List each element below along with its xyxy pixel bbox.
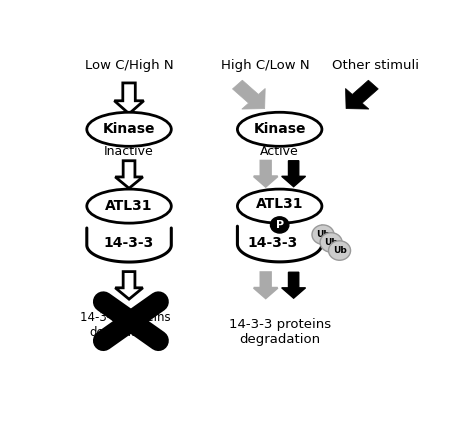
Text: 14-3-3: 14-3-3 <box>104 236 154 250</box>
Ellipse shape <box>87 112 171 147</box>
Polygon shape <box>115 161 143 188</box>
Ellipse shape <box>237 112 322 147</box>
Polygon shape <box>254 161 278 187</box>
Circle shape <box>328 241 351 260</box>
Polygon shape <box>232 80 265 109</box>
Polygon shape <box>282 161 306 187</box>
Circle shape <box>312 225 334 244</box>
Text: Inactive: Inactive <box>104 145 154 158</box>
Polygon shape <box>115 272 143 299</box>
Polygon shape <box>114 83 144 114</box>
Text: P: P <box>275 220 284 230</box>
Text: 14-3-3 proteins
degradation: 14-3-3 proteins degradation <box>228 318 331 346</box>
Text: Ub: Ub <box>333 246 346 255</box>
Text: Ub: Ub <box>316 230 330 239</box>
Polygon shape <box>282 272 306 298</box>
Polygon shape <box>254 272 278 298</box>
Circle shape <box>320 233 342 252</box>
Text: Other stimuli: Other stimuli <box>332 59 419 72</box>
Ellipse shape <box>87 189 171 223</box>
Text: Low C/High N: Low C/High N <box>85 59 173 72</box>
Text: 14-3-3: 14-3-3 <box>248 236 298 250</box>
Text: 14-3-3 proteins
degradation: 14-3-3 proteins degradation <box>80 312 171 339</box>
Text: Kinase: Kinase <box>103 122 155 136</box>
Text: ATL31: ATL31 <box>256 197 303 211</box>
Text: Active: Active <box>260 145 299 158</box>
Text: High C/Low N: High C/Low N <box>221 59 309 72</box>
Ellipse shape <box>237 189 322 223</box>
Circle shape <box>271 217 289 233</box>
Polygon shape <box>346 80 378 109</box>
Text: Ub: Ub <box>324 238 338 247</box>
Text: Kinase: Kinase <box>254 122 306 136</box>
Text: ATL31: ATL31 <box>105 199 153 213</box>
